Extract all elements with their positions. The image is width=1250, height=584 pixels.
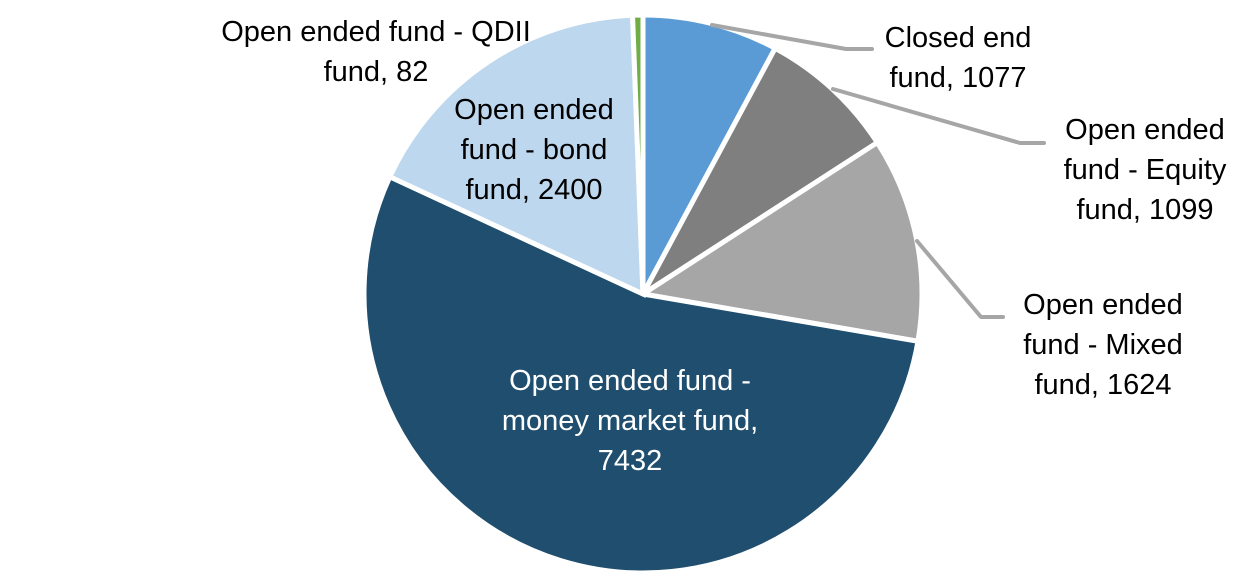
data-label-closed-end-fund: Closed end fund, 1077: [853, 18, 1063, 98]
data-label-line: fund, 1077: [889, 62, 1027, 94]
data-label-line: fund - Mixed: [1023, 329, 1183, 361]
data-label-bond-fund: Open ended fund - bond fund, 2400: [424, 90, 644, 210]
data-label-line: Open ended fund - QDII: [221, 16, 531, 48]
data-label-money-market-fund: Open ended fund - money market fund, 743…: [480, 361, 780, 481]
data-label-line: money market fund,: [501, 405, 759, 437]
data-label-line: fund - Equity: [1063, 154, 1227, 186]
data-label-equity-fund: Open ended fund - Equity fund, 1099: [1040, 110, 1250, 230]
data-label-line: fund, 1624: [1034, 369, 1172, 401]
pie-slice-2: [636, 139, 925, 345]
leader-line-closed-end-fund: [710, 23, 874, 51]
data-label-qdii-fund: Open ended fund - QDII fund, 82: [206, 12, 546, 92]
data-label-line: fund, 1099: [1076, 194, 1214, 226]
data-label-line: Open ended: [1065, 114, 1225, 146]
data-label-line: Open ended: [454, 94, 614, 126]
data-label-line: 7432: [597, 445, 663, 477]
pie-slice-3: [361, 173, 921, 576]
pie-slice-5: [629, 12, 646, 295]
leader-line-equity-fund: [831, 87, 1046, 145]
data-label-line: fund, 82: [323, 56, 429, 88]
leader-line-mixed-fund: [915, 239, 1005, 319]
pie-slice-4: [386, 12, 646, 298]
data-label-line: fund, 2400: [465, 174, 603, 206]
data-label-line: Open ended: [1023, 289, 1183, 321]
data-label-mixed-fund: Open ended fund - Mixed fund, 1624: [998, 285, 1208, 405]
data-label-line: Open ended fund -: [509, 365, 751, 397]
data-label-line: Closed end: [884, 22, 1032, 54]
data-label-line: fund - bond: [460, 134, 608, 166]
